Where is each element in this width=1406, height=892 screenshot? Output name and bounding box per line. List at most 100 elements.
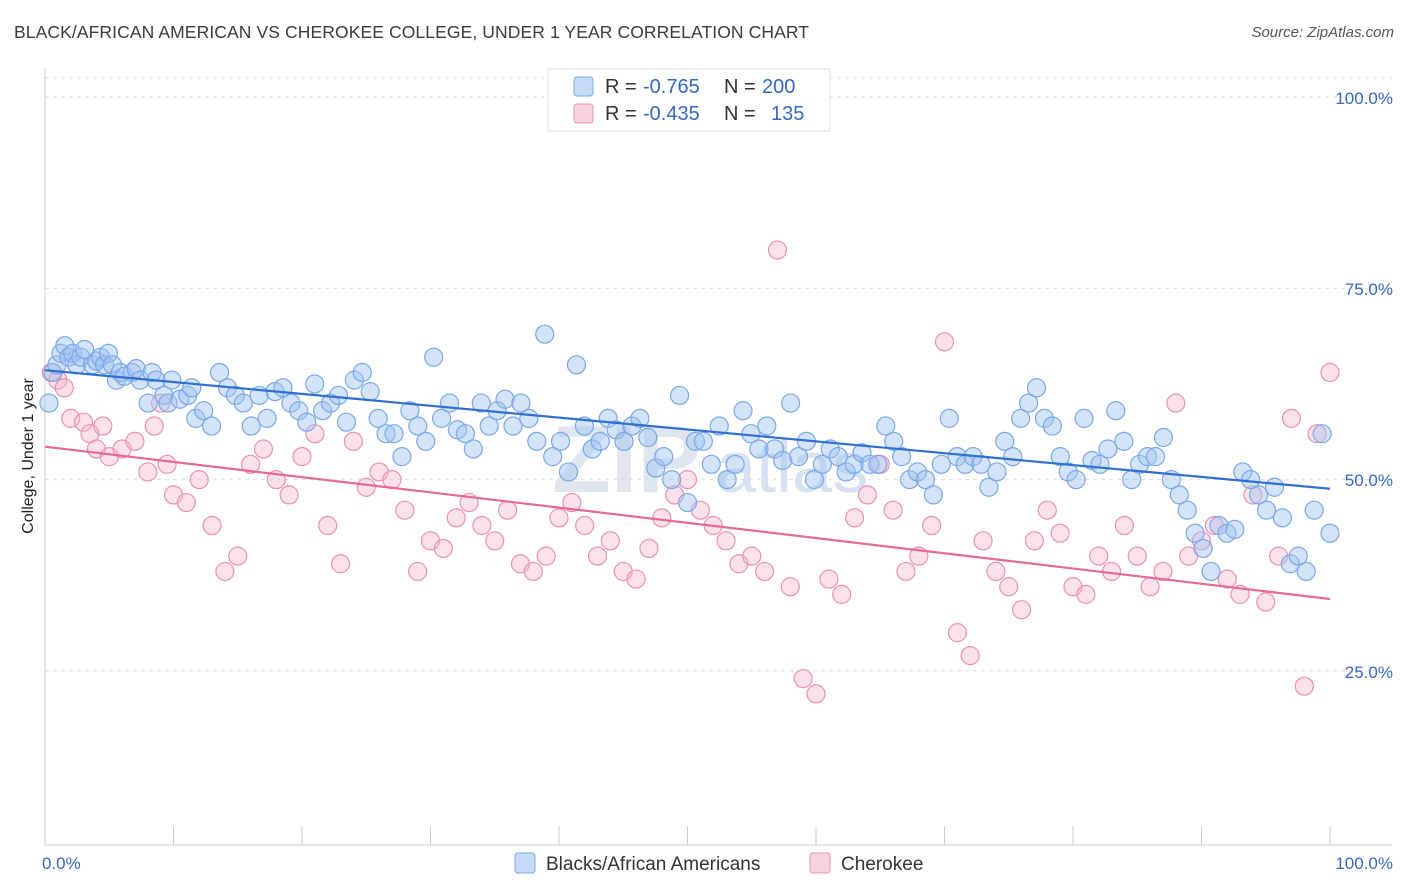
cherokee-point bbox=[934, 332, 955, 352]
legend-swatch-blue bbox=[573, 76, 594, 97]
blacks-point bbox=[503, 416, 523, 436]
blacks-point bbox=[1145, 447, 1166, 467]
legend-box bbox=[547, 68, 831, 132]
blacks-point bbox=[820, 439, 840, 459]
cherokee-point bbox=[819, 569, 839, 589]
blacks-point bbox=[781, 393, 801, 413]
cherokee-point bbox=[677, 470, 698, 490]
blacks-point bbox=[725, 454, 745, 474]
blacks-point bbox=[677, 492, 698, 513]
cherokee-point bbox=[742, 546, 762, 566]
cherokee-point bbox=[176, 492, 196, 513]
cherokee-point bbox=[202, 515, 222, 536]
blacks-point bbox=[297, 412, 317, 432]
blacks-point bbox=[1304, 500, 1324, 520]
blacks-point bbox=[384, 424, 404, 444]
cherokee-point bbox=[1127, 546, 1147, 566]
blacks-point bbox=[1130, 454, 1150, 474]
blacks-point bbox=[75, 339, 95, 360]
blacks-point bbox=[186, 408, 206, 428]
blacks-point bbox=[392, 447, 412, 467]
blacks-point bbox=[1066, 470, 1086, 490]
blacks-point bbox=[828, 447, 848, 467]
blacks-point bbox=[630, 408, 650, 428]
cherokee-point bbox=[754, 561, 775, 582]
blacks-point bbox=[313, 401, 333, 421]
blacks-point bbox=[844, 454, 864, 474]
blacks-point bbox=[376, 424, 396, 444]
blacks-point bbox=[194, 401, 214, 421]
blacks-point bbox=[638, 427, 658, 448]
blacks-point bbox=[527, 431, 547, 451]
cherokee-point bbox=[857, 485, 878, 505]
blacks-point bbox=[416, 431, 436, 451]
blacks-point bbox=[1177, 500, 1197, 520]
x-ticks bbox=[44, 826, 1331, 845]
blacks-point bbox=[1153, 427, 1174, 448]
blacks-trend-line bbox=[44, 369, 1331, 490]
cherokee-point bbox=[1307, 424, 1327, 444]
cherokee-point bbox=[973, 531, 993, 551]
blacks-point bbox=[209, 362, 230, 383]
blacks-point bbox=[947, 447, 967, 467]
cherokee-point bbox=[382, 470, 402, 490]
blacks-point bbox=[749, 439, 769, 459]
watermark-atlas: atlas bbox=[716, 428, 868, 508]
blacks-point bbox=[439, 393, 460, 413]
cherokee-point bbox=[767, 240, 788, 260]
bottom-legend-label-blacks: Blacks/African Americans bbox=[546, 854, 760, 875]
legend-n-value-2: 135 bbox=[771, 103, 804, 125]
blacks-point bbox=[1034, 408, 1055, 428]
blacks-point bbox=[479, 416, 499, 436]
cherokee-point bbox=[485, 531, 505, 551]
cherokee-point bbox=[896, 561, 916, 582]
blacks-point bbox=[773, 450, 793, 471]
blacks-point bbox=[1169, 485, 1189, 505]
blacks-point bbox=[558, 462, 579, 482]
blacks-point bbox=[1201, 561, 1221, 582]
blacks-point bbox=[590, 431, 610, 451]
blacks-point bbox=[662, 470, 682, 490]
blacks-point bbox=[804, 470, 825, 490]
cherokee-point bbox=[1243, 485, 1263, 505]
blacks-point bbox=[757, 416, 777, 436]
blacks-point bbox=[574, 416, 594, 436]
blacks-point bbox=[836, 462, 856, 482]
cherokee-point bbox=[1011, 600, 1032, 620]
blacks-point bbox=[987, 462, 1007, 482]
blacks-point bbox=[233, 393, 253, 413]
legend-r-value-1: -0.765 bbox=[643, 76, 700, 98]
source-label: Source: ZipAtlas.com bbox=[1251, 24, 1394, 41]
blacks-point bbox=[701, 454, 721, 474]
blacks-point bbox=[923, 485, 943, 505]
cherokee-point bbox=[279, 485, 299, 505]
blacks-point bbox=[1312, 424, 1332, 444]
blacks-point bbox=[162, 370, 182, 390]
cherokee-point bbox=[61, 408, 81, 428]
blacks-point bbox=[646, 458, 666, 478]
cherokee-point bbox=[215, 561, 235, 582]
cherokee-point bbox=[1050, 523, 1070, 543]
blacks-point bbox=[281, 393, 301, 413]
cherokee-point bbox=[408, 561, 428, 582]
blacks-point bbox=[182, 378, 202, 398]
cherokee-point bbox=[806, 684, 826, 704]
cherokee-point bbox=[947, 623, 967, 643]
cherokee-point bbox=[395, 500, 415, 520]
cherokee-point bbox=[1024, 531, 1045, 551]
blacks-point bbox=[899, 470, 920, 490]
cherokee-point bbox=[1191, 531, 1212, 551]
blacks-point bbox=[1264, 477, 1285, 497]
cherokee-point bbox=[1217, 569, 1237, 589]
blacks-point bbox=[432, 408, 452, 428]
cherokee-point bbox=[189, 470, 209, 490]
blacks-point bbox=[812, 454, 832, 474]
blacks-point bbox=[733, 401, 753, 421]
cherokee-point bbox=[93, 416, 113, 436]
x-tick-label-0: 0.0% bbox=[42, 854, 81, 873]
cherokee-point bbox=[600, 531, 621, 551]
bottom-legend-swatch-pink bbox=[809, 852, 831, 874]
blacks-point bbox=[606, 420, 626, 440]
blacks-point bbox=[1280, 554, 1300, 574]
cherokee-point bbox=[1037, 500, 1057, 520]
